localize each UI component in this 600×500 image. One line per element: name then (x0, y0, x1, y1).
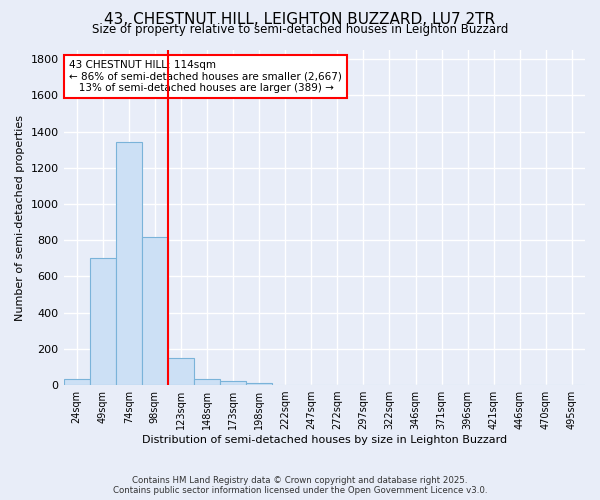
Y-axis label: Number of semi-detached properties: Number of semi-detached properties (15, 114, 25, 320)
Bar (89, 258, 116, 385)
Text: Size of property relative to semi-detached houses in Leighton Buzzard: Size of property relative to semi-detach… (92, 22, 508, 36)
Bar (116, 142, 142, 385)
Bar (64, 378, 89, 385)
Bar (220, 382, 246, 385)
X-axis label: Distribution of semi-detached houses by size in Leighton Buzzard: Distribution of semi-detached houses by … (142, 435, 507, 445)
Bar (194, 378, 220, 385)
Text: 43, CHESTNUT HILL, LEIGHTON BUZZARD, LU7 2TR: 43, CHESTNUT HILL, LEIGHTON BUZZARD, LU7… (104, 12, 496, 28)
Text: 43 CHESTNUT HILL: 114sqm
← 86% of semi-detached houses are smaller (2,667)
   13: 43 CHESTNUT HILL: 114sqm ← 86% of semi-d… (69, 60, 341, 94)
Text: Contains HM Land Registry data © Crown copyright and database right 2025.
Contai: Contains HM Land Registry data © Crown c… (113, 476, 487, 495)
Bar (168, 358, 194, 385)
Bar (246, 383, 272, 385)
Bar (142, 236, 168, 385)
